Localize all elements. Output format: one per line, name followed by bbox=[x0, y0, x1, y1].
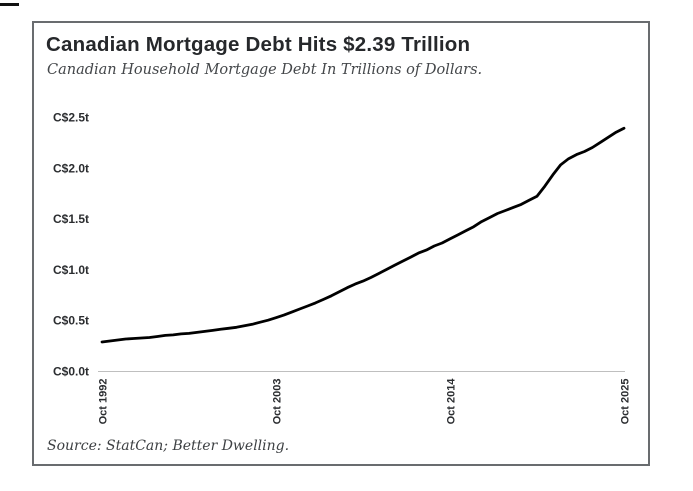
y-axis-tick-label: C$0.5t bbox=[53, 314, 89, 328]
chart-title: Canadian Mortgage Debt Hits $2.39 Trilli… bbox=[46, 33, 471, 56]
chart-card-inner: Canadian Mortgage Debt Hits $2.39 Trilli… bbox=[34, 23, 648, 464]
x-axis-tick-label: Oct 2025 bbox=[620, 379, 632, 425]
chart-subtitle: Canadian Household Mortgage Debt In Tril… bbox=[47, 62, 483, 78]
mortgage-debt-line-chart: C$0.0t C$0.5t C$1.0t C$1.5t C$2.0t C$2.5t Oct … bbox=[53, 111, 632, 425]
y-axis-tick-label: C$0.0t bbox=[53, 365, 89, 379]
x-axis-tick-label: Oct 2003 bbox=[272, 379, 284, 425]
chart-card: Canadian Mortgage Debt Hits $2.39 Trilli… bbox=[32, 21, 650, 466]
y-axis-tick-label: C$1.5t bbox=[53, 212, 89, 226]
source-note: Source: StatCan; Better Dwelling. bbox=[47, 438, 290, 454]
y-axis-tick-label: C$2.0t bbox=[53, 161, 89, 175]
x-axis-tick-label: Oct 2014 bbox=[446, 378, 458, 425]
y-axis-tick-label: C$1.0t bbox=[53, 263, 89, 277]
x-axis-tick-label: Oct 1992 bbox=[98, 379, 110, 425]
debt-line bbox=[100, 126, 626, 344]
y-axis-tick-label: C$2.5t bbox=[53, 111, 89, 125]
top-edge-mark bbox=[0, 3, 19, 6]
